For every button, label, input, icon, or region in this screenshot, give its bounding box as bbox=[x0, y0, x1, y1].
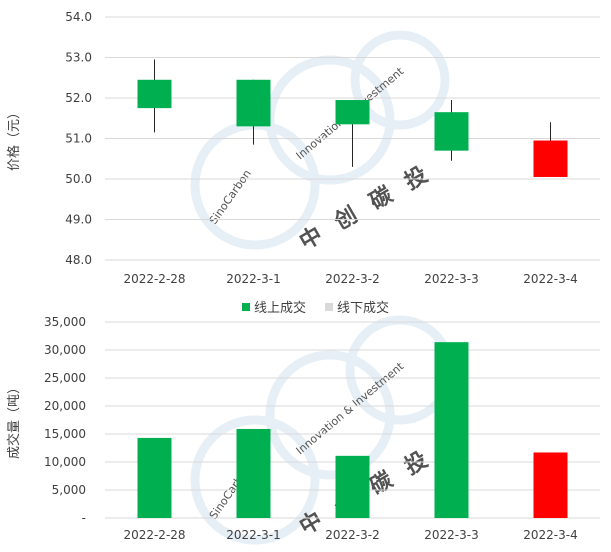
volume-y-tick-label: - bbox=[82, 511, 86, 525]
volume-x-tick-label: 2022-3-2 bbox=[325, 528, 379, 542]
price-y-tick-label: 54.0 bbox=[65, 10, 92, 24]
price-candle-body bbox=[137, 79, 172, 109]
volume-x-tick-label: 2022-2-28 bbox=[123, 528, 185, 542]
volume-y-tick-label: 35,000 bbox=[44, 315, 86, 329]
price-x-tick-label: 2022-2-28 bbox=[123, 272, 185, 286]
price-y-tick-label: 49.0 bbox=[65, 213, 92, 227]
volume-bar-chart: 线上成交 线下成交 - 5,000 10,000 15,000 20,000 25,000 30… bbox=[6, 300, 600, 542]
price-candle-body bbox=[434, 112, 469, 151]
volume-x-tick-label: 2022-3-1 bbox=[226, 528, 280, 542]
watermark-top-en1: SinoCarbon bbox=[207, 167, 254, 226]
price-x-tick-label: 2022-3-2 bbox=[325, 272, 379, 286]
volume-y-tick-label: 15,000 bbox=[44, 427, 86, 441]
volume-bar bbox=[533, 452, 568, 518]
legend-swatch bbox=[242, 303, 250, 311]
volume-y-tick-label: 30,000 bbox=[44, 343, 86, 357]
volume-y-tick-label: 20,000 bbox=[44, 399, 86, 413]
volume-bar bbox=[137, 437, 172, 518]
volume-y-tick-label: 10,000 bbox=[44, 455, 86, 469]
volume-y-tick-label: 25,000 bbox=[44, 371, 86, 385]
price-y-tick-label: 50.0 bbox=[65, 172, 92, 186]
watermark-top: SinoCarbon Innovation & Investment 中 创 碳… bbox=[190, 30, 450, 255]
volume-bar bbox=[335, 455, 370, 518]
price-candle-body bbox=[335, 100, 370, 125]
watermark-bottom-cn-4: 投 bbox=[401, 448, 433, 481]
volume-x-tick-label: 2022-3-4 bbox=[523, 528, 577, 542]
price-y-tick-label: 48.0 bbox=[65, 253, 92, 267]
volume-bar bbox=[434, 342, 469, 518]
price-y-tick-label: 52.0 bbox=[65, 91, 92, 105]
legend-label: 线下成交 bbox=[337, 300, 389, 316]
legend-label: 线上成交 bbox=[254, 300, 306, 316]
price-x-tick-label: 2022-3-4 bbox=[523, 272, 577, 286]
price-candle-body bbox=[236, 79, 271, 127]
watermark-top-cn-3: 碳 bbox=[366, 182, 398, 215]
price-candle-body bbox=[533, 140, 568, 177]
watermark-bottom: SinoCarbon Innovation & Investment 中 创 碳… bbox=[190, 315, 455, 545]
price-y-axis-title: 价格（元） bbox=[6, 106, 22, 171]
price-y-tick-label: 53.0 bbox=[65, 51, 92, 65]
volume-y-tick-label: 5,000 bbox=[52, 483, 86, 497]
volume-x-tick-label: 2022-3-3 bbox=[424, 528, 478, 542]
watermark-bottom-cn-3: 碳 bbox=[366, 467, 398, 500]
price-candlestick-chart: 48.0 49.0 50.0 51.0 52.0 53.0 54.0 价格（元） 2022-2-… bbox=[6, 10, 600, 286]
price-y-tick-label: 51.0 bbox=[65, 132, 92, 146]
price-x-tick-label: 2022-3-3 bbox=[424, 272, 478, 286]
price-x-tick-label: 2022-3-1 bbox=[226, 272, 280, 286]
legend-swatch bbox=[325, 303, 333, 311]
volume-y-axis-title: 成交量（吨） bbox=[6, 381, 22, 459]
volume-bar bbox=[236, 428, 271, 518]
